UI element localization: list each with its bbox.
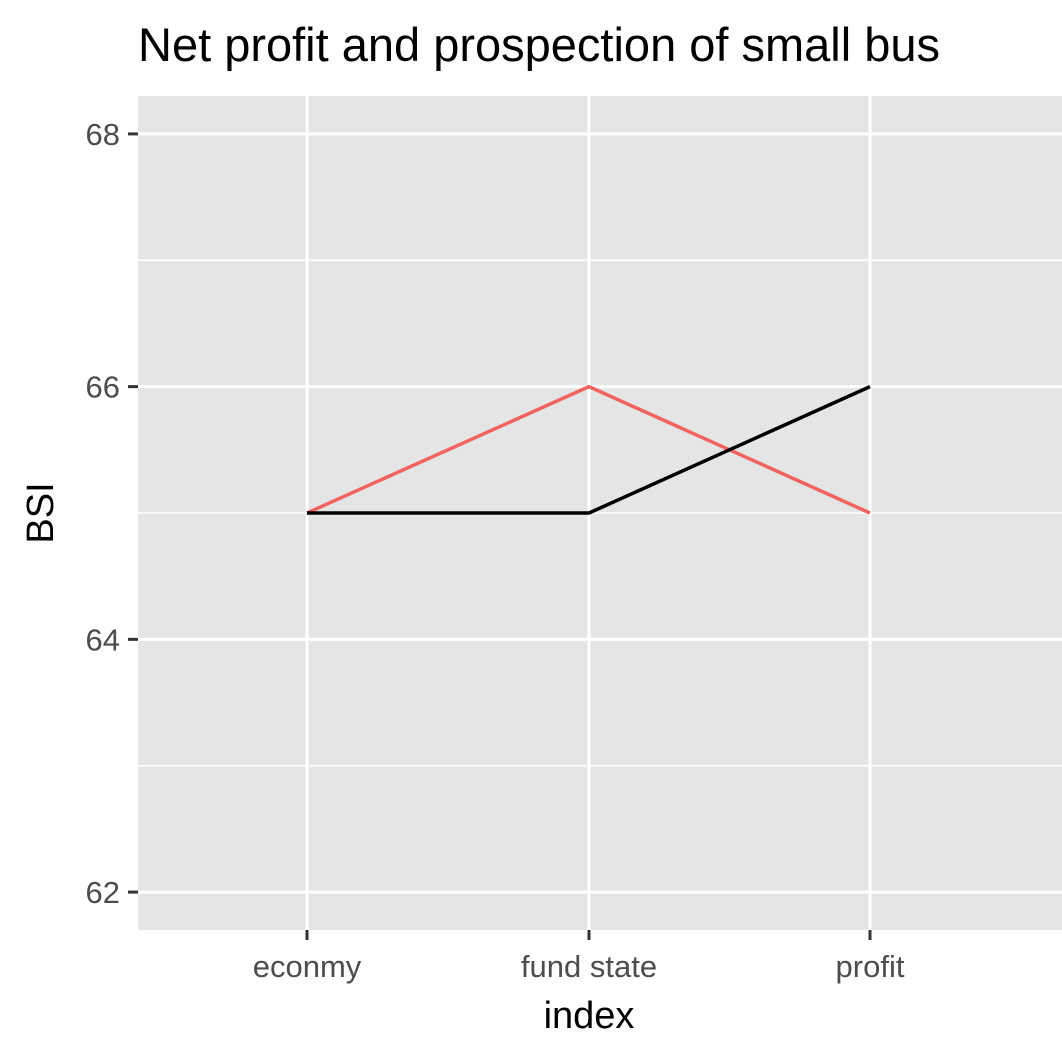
- y-tick-label: 64: [86, 622, 120, 657]
- x-axis-title: index: [544, 995, 635, 1037]
- y-tick-label: 66: [86, 370, 120, 405]
- x-tick-label: fund state: [521, 949, 657, 984]
- series-layer: [306, 384, 871, 515]
- x-tick-label: profit: [836, 949, 905, 984]
- y-tick-label: 68: [86, 117, 120, 152]
- chart-title: Net profit and prospection of small bus: [138, 18, 940, 71]
- axis-layer: 62 64 66 68 econmy fund state profit: [86, 117, 905, 984]
- series-line-2: [307, 385, 871, 515]
- y-axis-title: BSI: [20, 482, 62, 543]
- y-tick-label: 62: [86, 875, 120, 910]
- series-line-1: [306, 384, 871, 515]
- x-tick-label: econmy: [253, 949, 362, 984]
